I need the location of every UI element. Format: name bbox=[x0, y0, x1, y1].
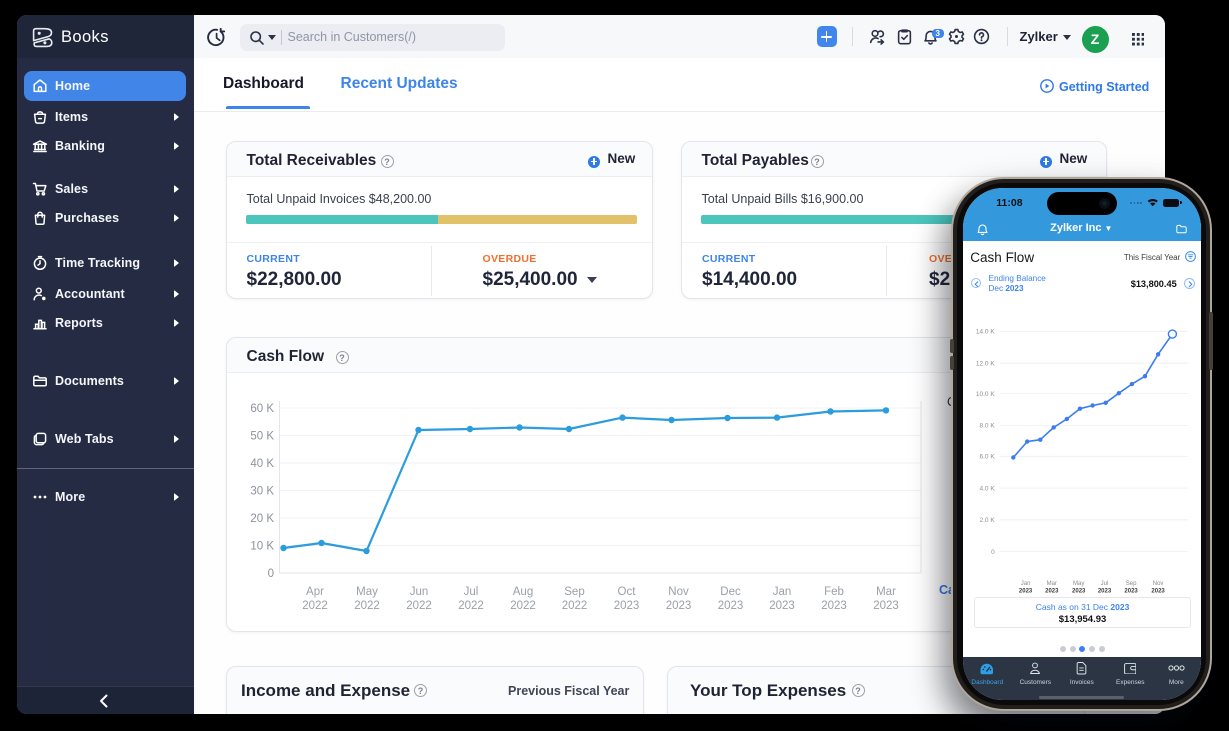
svg-text:2022: 2022 bbox=[458, 600, 484, 612]
svg-text:2023: 2023 bbox=[665, 600, 691, 612]
svg-text:Sep: Sep bbox=[1126, 581, 1137, 587]
svg-text:Jun: Jun bbox=[409, 586, 428, 598]
svg-text:12.0 K: 12.0 K bbox=[976, 361, 995, 368]
svg-text:2022: 2022 bbox=[406, 600, 432, 612]
svg-text:2022: 2022 bbox=[354, 600, 380, 612]
svg-text:2023: 2023 bbox=[717, 600, 743, 612]
svg-text:8.0 K: 8.0 K bbox=[980, 423, 996, 430]
svg-text:Oct: Oct bbox=[617, 586, 636, 598]
svg-text:2023: 2023 bbox=[821, 600, 847, 612]
svg-text:4.0 K: 4.0 K bbox=[980, 486, 996, 493]
svg-text:Aug: Aug bbox=[512, 586, 532, 598]
svg-text:Feb: Feb bbox=[824, 586, 844, 598]
svg-text:2022: 2022 bbox=[561, 600, 587, 612]
svg-text:40 K: 40 K bbox=[250, 458, 274, 470]
svg-text:2.0 K: 2.0 K bbox=[980, 517, 996, 524]
svg-text:Jan: Jan bbox=[772, 586, 791, 598]
svg-text:Mar: Mar bbox=[876, 586, 896, 598]
svg-text:Mar: Mar bbox=[1047, 581, 1057, 587]
svg-text:Jul: Jul bbox=[463, 586, 478, 598]
svg-text:2023: 2023 bbox=[1152, 589, 1166, 595]
svg-text:30 K: 30 K bbox=[250, 486, 274, 498]
svg-text:Apr: Apr bbox=[306, 586, 324, 598]
svg-text:Jan: Jan bbox=[1021, 581, 1031, 587]
svg-text:2023: 2023 bbox=[1072, 589, 1086, 595]
svg-text:0: 0 bbox=[267, 568, 273, 580]
svg-text:2023: 2023 bbox=[1019, 589, 1033, 595]
svg-text:Dec: Dec bbox=[720, 586, 741, 598]
svg-text:10.0 K: 10.0 K bbox=[976, 391, 995, 398]
svg-text:0: 0 bbox=[991, 549, 995, 556]
svg-text:60 K: 60 K bbox=[250, 403, 274, 415]
svg-text:May: May bbox=[356, 586, 378, 598]
svg-text:2023: 2023 bbox=[769, 600, 795, 612]
svg-text:50 K: 50 K bbox=[250, 431, 274, 443]
svg-text:2022: 2022 bbox=[302, 600, 328, 612]
svg-text:20 K: 20 K bbox=[250, 513, 274, 525]
svg-text:2023: 2023 bbox=[613, 600, 639, 612]
svg-text:2023: 2023 bbox=[873, 600, 899, 612]
svg-text:Nov: Nov bbox=[1153, 581, 1164, 587]
svg-text:14.0 K: 14.0 K bbox=[976, 329, 995, 336]
svg-text:Nov: Nov bbox=[668, 586, 689, 598]
svg-text:2023: 2023 bbox=[1125, 589, 1139, 595]
svg-text:6.0 K: 6.0 K bbox=[980, 454, 996, 461]
svg-text:10 K: 10 K bbox=[250, 541, 274, 553]
svg-text:2023: 2023 bbox=[1045, 589, 1059, 595]
svg-text:May: May bbox=[1073, 581, 1084, 587]
svg-text:Jul: Jul bbox=[1101, 581, 1109, 587]
svg-text:Sep: Sep bbox=[564, 586, 584, 598]
svg-text:2023: 2023 bbox=[1098, 589, 1112, 595]
svg-text:2022: 2022 bbox=[510, 600, 536, 612]
